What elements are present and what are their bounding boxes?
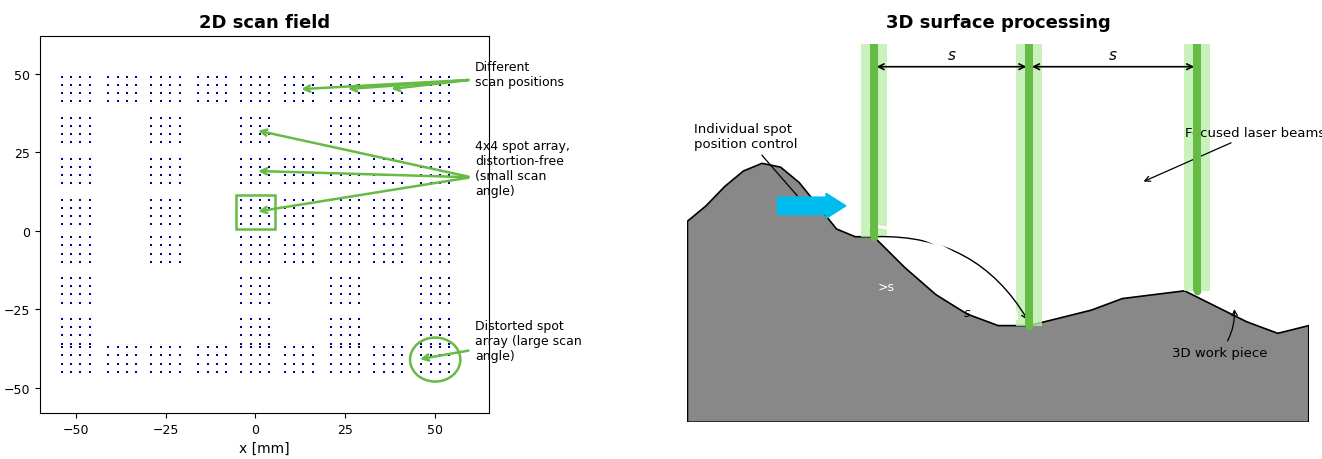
Title: 2D scan field: 2D scan field [198,14,330,33]
Text: 3D work piece: 3D work piece [1173,311,1268,359]
Text: s: s [1109,48,1117,63]
Text: Individual spot
position control: Individual spot position control [694,123,797,196]
Text: s: s [948,48,956,63]
Text: Focused laser beams: Focused laser beams [1145,127,1322,182]
Title: 3D surface processing: 3D surface processing [886,14,1110,33]
Polygon shape [687,164,1309,422]
Text: Different
scan positions: Different scan positions [475,61,563,88]
FancyBboxPatch shape [861,45,887,237]
FancyBboxPatch shape [1026,45,1032,326]
Text: s: s [964,306,970,319]
Text: Distorted spot
array (large scan
angle): Distorted spot array (large scan angle) [475,319,582,363]
Text: 4x4 spot array,
distortion-free
(small scan
angle): 4x4 spot array, distortion-free (small s… [475,140,570,197]
FancyBboxPatch shape [1017,45,1042,326]
FancyBboxPatch shape [870,45,878,237]
Text: >s: >s [878,281,895,294]
Bar [235,195,275,230]
X-axis label: x [mm]: x [mm] [239,441,290,455]
FancyArrow shape [777,194,846,219]
FancyBboxPatch shape [1185,45,1210,291]
FancyBboxPatch shape [1194,45,1200,291]
